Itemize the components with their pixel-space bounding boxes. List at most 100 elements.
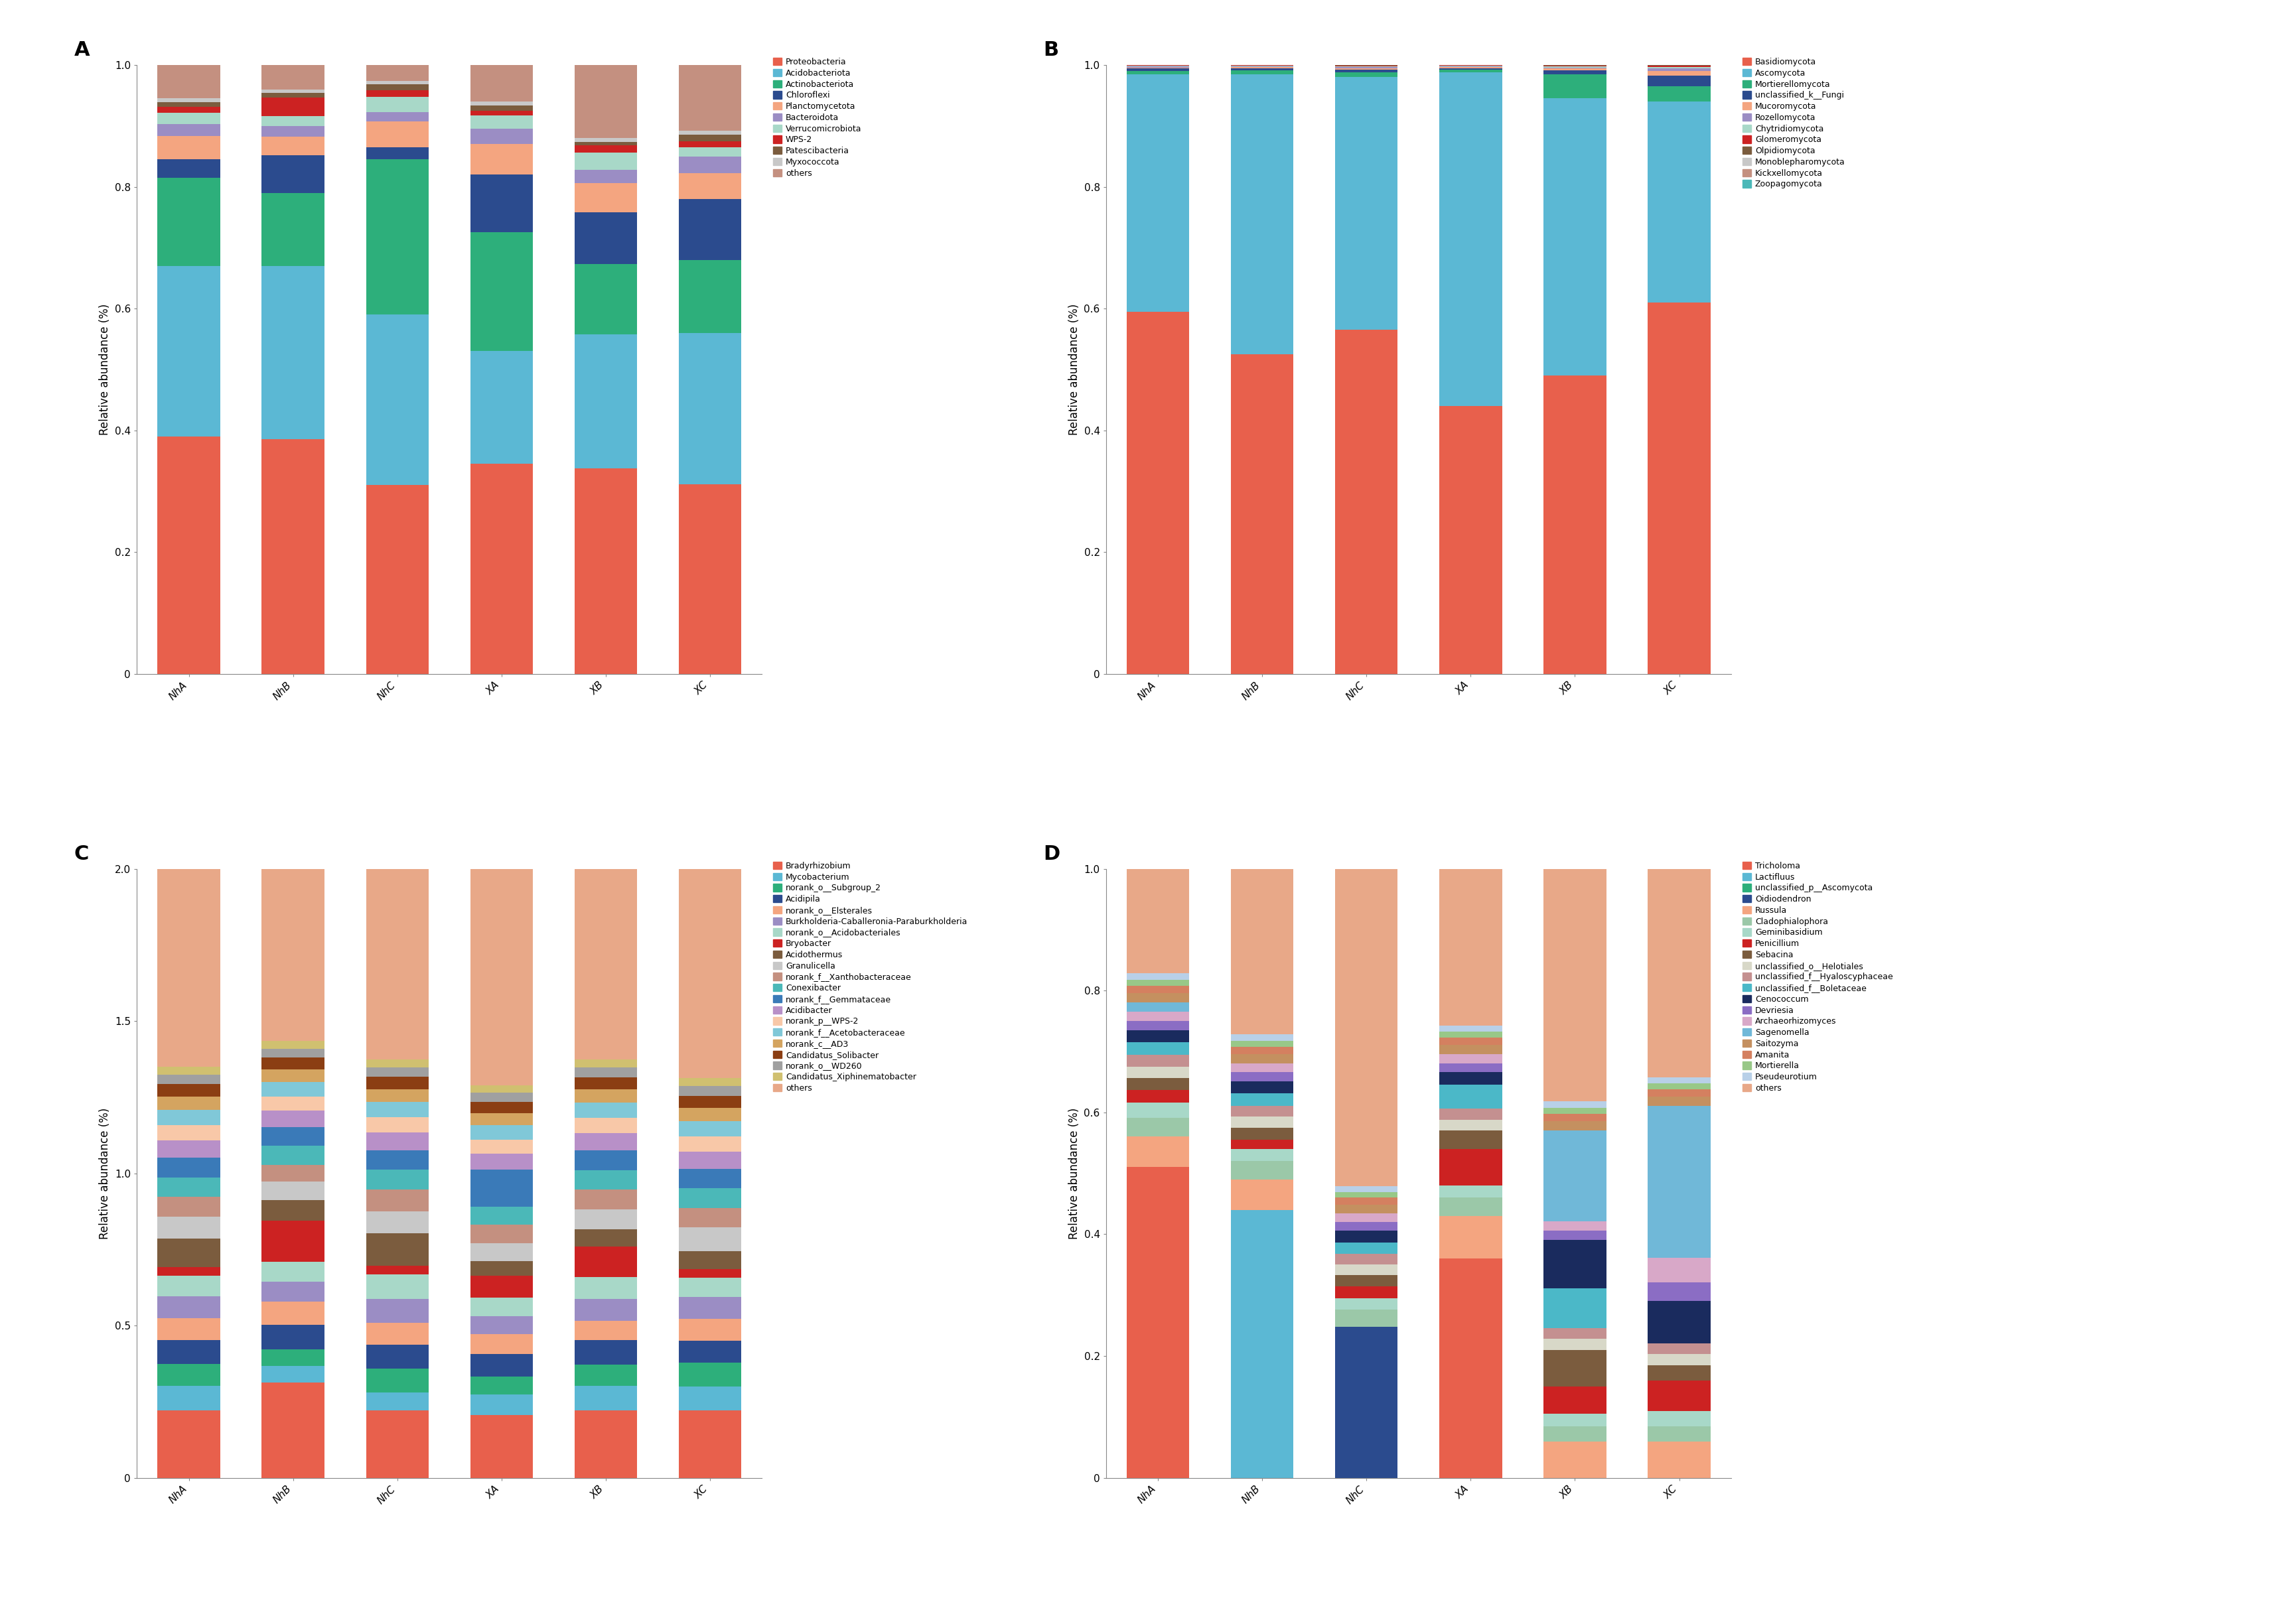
Bar [679,484,740,674]
Bar [157,136,221,159]
Bar [469,351,533,464]
Bar [262,1057,323,1069]
Bar [469,145,533,174]
Bar [679,333,740,484]
Bar [157,1216,221,1239]
Bar [157,102,221,107]
Bar [574,1067,638,1077]
Legend: Proteobacteria, Acidobacteriota, Actinobacteriota, Chloroflexi, Planctomycetota,: Proteobacteria, Acidobacteriota, Actinob… [772,57,863,179]
Bar [469,1207,533,1224]
Bar [469,1376,533,1395]
Bar [469,1169,533,1207]
Bar [157,1085,221,1096]
Bar [1440,1216,1501,1259]
Bar [1230,1064,1294,1072]
Bar [367,1233,428,1267]
Bar [367,148,428,159]
Bar [679,1363,740,1387]
Bar [157,1340,221,1364]
Bar [679,260,740,333]
Bar [1544,1350,1606,1387]
Bar [574,65,638,138]
Bar [1230,1072,1294,1082]
Bar [367,1103,428,1117]
Bar [157,1410,221,1478]
Bar [1335,1213,1399,1223]
Bar [1128,1103,1189,1117]
Bar [1440,1186,1501,1199]
Text: C: C [75,844,89,864]
Bar [679,156,740,174]
Bar [574,141,638,146]
Bar [469,1262,533,1275]
Bar [157,1109,221,1125]
Bar [1544,1387,1606,1415]
Bar [367,1169,428,1189]
Bar [1440,1259,1501,1478]
Y-axis label: Relative abundance (%): Relative abundance (%) [98,1108,112,1239]
Bar [469,106,533,110]
Bar [1544,1108,1606,1114]
Bar [1440,1150,1501,1186]
Bar [469,110,533,115]
Bar [469,1315,533,1335]
Bar [1544,1114,1606,1121]
Bar [367,81,428,84]
Bar [1128,1021,1189,1030]
Bar [262,1096,323,1111]
Bar [367,1299,428,1324]
Bar [1335,1298,1399,1309]
Bar [157,1296,221,1319]
Bar [1128,75,1189,312]
Bar [262,1069,323,1082]
Bar [367,1067,428,1077]
Bar [1544,75,1606,99]
Bar [574,1320,638,1340]
Bar [574,1077,638,1090]
Bar [679,1228,740,1252]
Bar [157,1267,221,1275]
Bar [367,1189,428,1212]
Bar [367,1267,428,1275]
Bar [1230,1140,1294,1150]
Bar [367,869,428,1059]
Bar [679,148,740,156]
Bar [367,112,428,122]
Bar [469,1153,533,1169]
Bar [157,159,221,177]
Bar [574,213,638,265]
Bar [574,1059,638,1067]
Bar [469,174,533,232]
Bar [157,1125,221,1140]
Bar [469,232,533,351]
Bar [1335,330,1399,674]
Bar [1230,75,1294,354]
Bar [1544,1101,1606,1108]
Bar [262,136,323,156]
Bar [1335,1327,1399,1478]
Bar [1647,1096,1711,1106]
Bar [1128,1117,1189,1137]
Text: D: D [1043,844,1059,864]
Bar [1128,1168,1189,1478]
Bar [1440,1038,1501,1044]
Bar [469,65,533,101]
Bar [262,1164,323,1181]
Bar [157,1364,221,1387]
Bar [679,1137,740,1151]
Bar [1544,70,1606,75]
Bar [1230,70,1294,75]
Bar [1544,1338,1606,1350]
Bar [1647,67,1711,68]
Bar [1128,869,1189,973]
Bar [1647,1426,1711,1442]
Bar [367,1345,428,1369]
Bar [367,65,428,81]
Bar [367,1090,428,1103]
Bar [262,1049,323,1057]
Bar [1128,1043,1189,1054]
Bar [469,1354,533,1376]
Bar [1647,1442,1711,1478]
Bar [367,1324,428,1345]
Bar [262,1382,323,1478]
